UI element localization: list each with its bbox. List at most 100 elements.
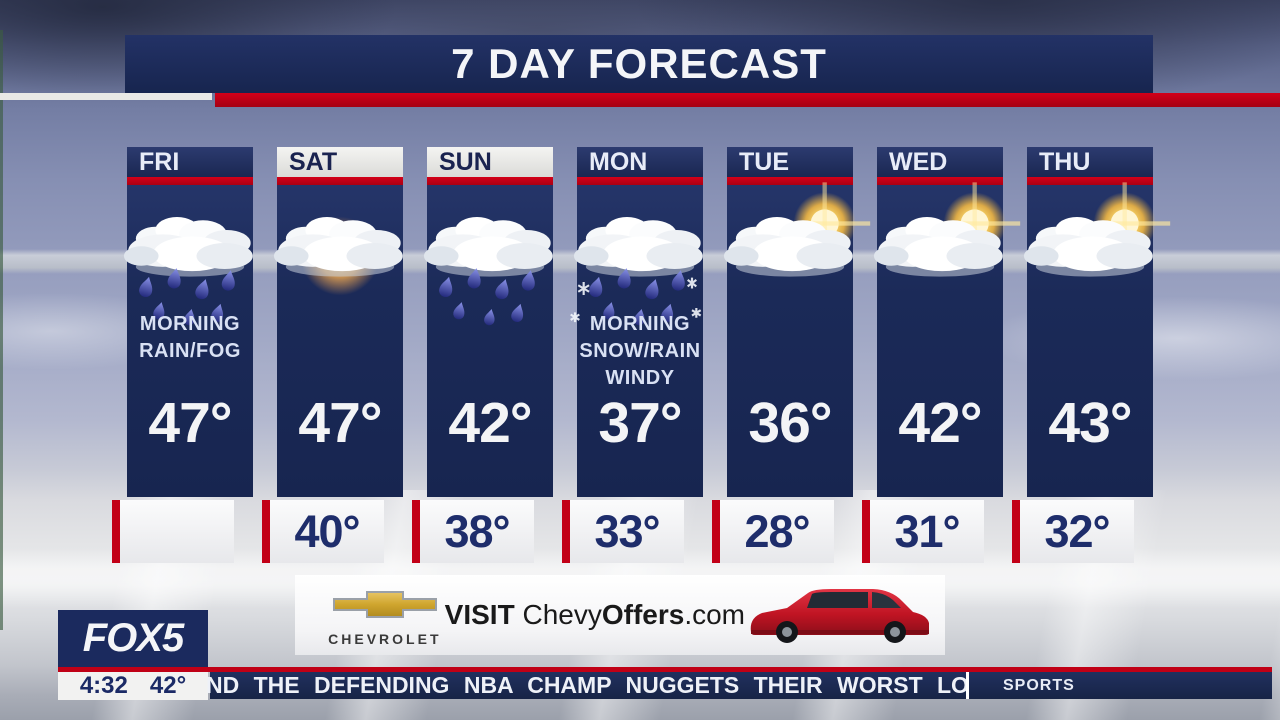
low-accent-bar — [112, 500, 120, 563]
condition-line: SNOW/RAIN — [579, 340, 701, 362]
day-header: MON — [577, 147, 703, 177]
day-accent-bar — [577, 177, 703, 185]
weather-mostly-sunny-icon — [1014, 180, 1171, 321]
day-label: TUE — [739, 148, 789, 176]
high-temp: 42° — [448, 391, 532, 455]
chevrolet-logo: CHEVROLET — [325, 584, 445, 647]
page-title: 7 DAY FORECAST — [451, 40, 827, 87]
condition-text: MORNING RAIN/FOG — [127, 311, 253, 365]
condition-line: MORNING — [139, 313, 241, 335]
chevrolet-wordmark: CHEVROLET — [328, 630, 442, 647]
day-header: SUN — [427, 147, 553, 177]
weather-partly-sunny-icon — [864, 180, 1021, 321]
ticker-category: SPORTS — [1003, 677, 1075, 694]
high-temp: 36° — [748, 391, 832, 455]
forecast-day-mon: MON MORNING SNOW/RAIN WINDY 37° — [569, 147, 703, 497]
day-panel: MORNING RAIN/FOG 47° — [123, 185, 253, 497]
ad-cta-text: VISIT ChevyOffers.com — [445, 599, 745, 631]
high-temp: 47° — [148, 391, 232, 455]
condition-line: RAIN/FOG — [139, 340, 241, 362]
day-header: TUE — [727, 147, 853, 177]
clock-time: 4:32 — [79, 672, 128, 699]
ad-banner: CHEVROLET VISIT ChevyOffers.com — [295, 575, 945, 655]
condition-line: WINDY — [605, 367, 675, 389]
ad-cta-visit: VISIT — [444, 599, 515, 630]
low-temp: 33° — [594, 506, 660, 557]
low-temp: 32° — [1044, 506, 1110, 557]
low-temp-box: 32° — [1012, 500, 1134, 563]
low-accent-bar — [412, 500, 420, 563]
high-temp: 47° — [298, 391, 382, 455]
high-temp: 42° — [898, 391, 982, 455]
day-accent-bar — [1027, 177, 1153, 185]
day-accent-bar — [427, 177, 553, 185]
forecast-day-sun: SUN 42° — [423, 147, 553, 497]
day-header: SAT — [277, 147, 403, 177]
forecast-day-tue: TUE 36° — [723, 147, 871, 497]
suv-image — [745, 580, 935, 651]
ad-site-com: .com — [684, 599, 745, 630]
ad-site-offers: Offers — [601, 599, 685, 630]
forecast-day-thu: THU 43° — [1023, 147, 1171, 497]
title-underline-red — [215, 93, 1280, 107]
day-label: WED — [889, 148, 948, 176]
day-panel: 36° — [723, 180, 871, 497]
low-accent-bar — [712, 500, 720, 563]
day-accent-bar — [127, 177, 253, 185]
weather-snow-rain-icon — [564, 191, 716, 321]
day-header: FRI — [127, 147, 253, 177]
day-label: THU — [1039, 148, 1091, 176]
ticker-separator — [966, 672, 969, 699]
high-temp: 43° — [1048, 391, 1132, 455]
low-temp: 40° — [294, 506, 360, 557]
station-logo: FOX5 — [58, 610, 208, 667]
low-temp-box: 33° — [562, 500, 684, 563]
day-panel: 43° — [1023, 180, 1171, 497]
low-temp-box: 38° — [412, 500, 534, 563]
day-accent-bar — [727, 177, 853, 185]
day-label: SAT — [289, 148, 338, 176]
time-temp-box: 4:32 42° — [58, 672, 208, 700]
news-ticker: ND THE DEFENDING NBA CHAMP NUGGETS THEIR… — [206, 672, 1272, 699]
weather-rain-icon — [414, 191, 566, 321]
weather-partly-sunny-icon — [264, 191, 416, 321]
weather-mostly-sunny-icon — [714, 180, 871, 321]
condition-text: MORNING SNOW/RAIN WINDY — [577, 311, 703, 392]
forecast-day-fri: FRI MORNING RAIN/FOG 47° — [123, 147, 253, 497]
forecast-title-bar: 7 DAY FORECAST — [125, 35, 1153, 93]
title-underline-white — [0, 93, 212, 100]
day-panel: 42° — [423, 185, 553, 497]
fox5-wordmark: FOX5 — [82, 616, 184, 660]
low-temp-box: 28° — [712, 500, 834, 563]
day-panel: 42° — [873, 180, 1021, 497]
condition-line: MORNING — [589, 313, 691, 335]
low-temp: 28° — [744, 506, 810, 557]
day-header: THU — [1027, 147, 1153, 177]
low-temp-box: 31° — [862, 500, 984, 563]
day-panel: MORNING SNOW/RAIN WINDY 37° — [569, 185, 703, 497]
chevrolet-bowtie-icon — [332, 590, 437, 618]
forecast-day-wed: WED 42° — [873, 147, 1021, 497]
day-accent-bar — [277, 177, 403, 185]
low-temp-box: 40° — [262, 500, 384, 563]
day-label: FRI — [139, 148, 180, 176]
low-temp — [120, 500, 234, 563]
day-header: WED — [877, 147, 1003, 177]
low-accent-bar — [562, 500, 570, 563]
low-temp: 31° — [894, 506, 960, 557]
high-temp: 37° — [598, 391, 682, 455]
day-panel: 47° — [273, 185, 403, 497]
low-temp-box — [112, 500, 234, 563]
day-accent-bar — [877, 177, 1003, 185]
weather-rain-icon — [114, 191, 266, 321]
current-temp: 42° — [149, 672, 187, 699]
ad-site-chevy: Chevy — [522, 599, 602, 630]
day-label: MON — [589, 148, 648, 176]
low-accent-bar — [862, 500, 870, 563]
low-accent-bar — [262, 500, 270, 563]
day-label: SUN — [439, 148, 492, 176]
forecast-day-sat: SAT 47° — [273, 147, 403, 497]
ticker-headline: ND THE DEFENDING NBA CHAMP NUGGETS THEIR… — [206, 672, 966, 698]
low-temp: 38° — [444, 506, 510, 557]
